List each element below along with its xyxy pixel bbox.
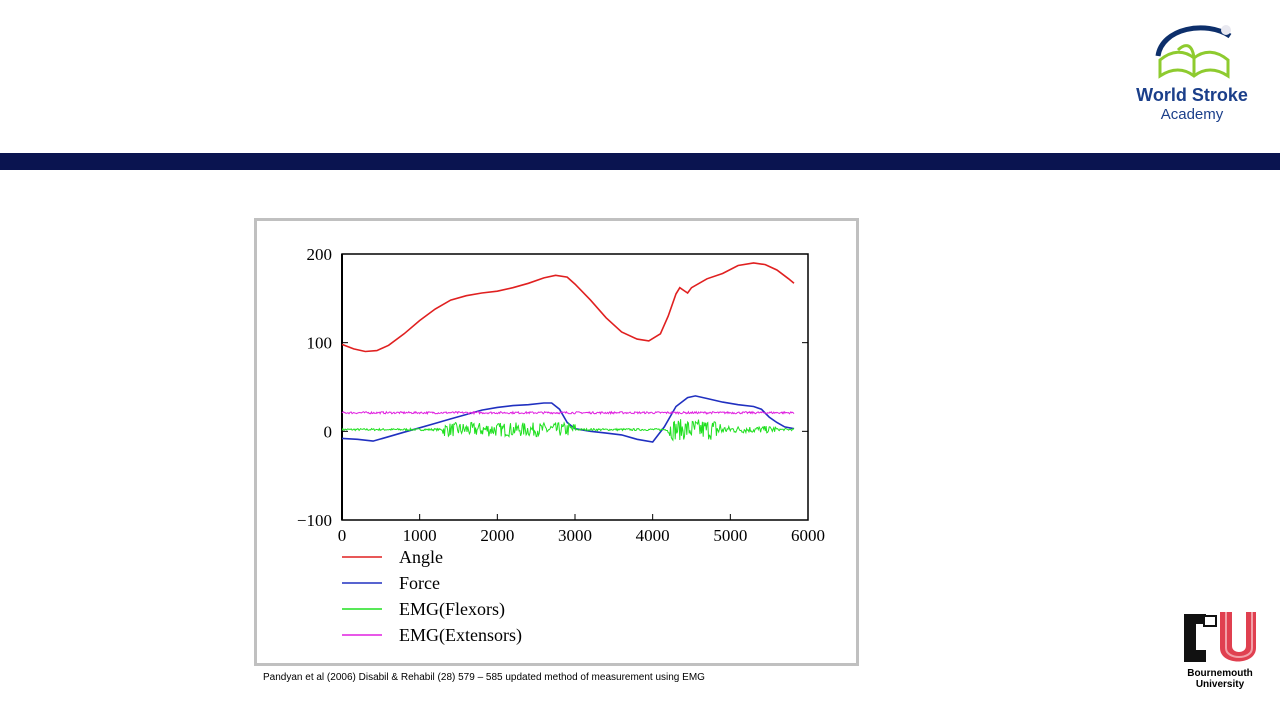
x-tick-label: 2000 bbox=[480, 526, 514, 545]
series-line-emg-flexors bbox=[341, 419, 795, 442]
series-line-angle bbox=[341, 262, 795, 353]
x-tick-label: 1000 bbox=[403, 526, 437, 545]
x-tick-label: 0 bbox=[338, 526, 347, 545]
figure-frame: 200 100 0 −100 0 1000 2000 3000 4000 5000 6000 Angl… bbox=[254, 218, 859, 666]
book-arc-logo-icon bbox=[1155, 25, 1232, 79]
plot-area-border bbox=[341, 253, 809, 521]
y-tick-label: −100 bbox=[297, 511, 332, 530]
world-stroke-academy-logo: World Stroke Academy bbox=[1120, 10, 1270, 130]
legend-label: EMG(Extensors) bbox=[399, 625, 522, 646]
x-tick-label: 3000 bbox=[558, 526, 592, 545]
bournemouth-crest-icon bbox=[1184, 612, 1256, 662]
legend-label: Angle bbox=[399, 547, 443, 567]
logo-subtitle: Academy bbox=[1160, 106, 1224, 123]
y-tick-label: 100 bbox=[307, 334, 333, 353]
legend-label: EMG(Flexors) bbox=[399, 599, 505, 620]
logo-title: World Stroke bbox=[1136, 85, 1248, 105]
y-tick-label: 0 bbox=[324, 422, 333, 441]
series-line-emg-extensors bbox=[341, 410, 795, 416]
x-tick-label: 4000 bbox=[636, 526, 670, 545]
header-divider-bar bbox=[0, 153, 1280, 170]
bournemouth-logo-text: Bournemouth University bbox=[1187, 668, 1253, 690]
bournemouth-university-logo: Bournemouth University bbox=[1180, 606, 1270, 696]
x-tick-label: 5000 bbox=[713, 526, 747, 545]
y-tick-label: 200 bbox=[307, 245, 333, 264]
citation-text: Pandyan et al (2006) Disabil & Rehabil (… bbox=[263, 672, 705, 683]
x-tick-label: 6000 bbox=[791, 526, 825, 545]
legend-label: Force bbox=[399, 573, 440, 593]
